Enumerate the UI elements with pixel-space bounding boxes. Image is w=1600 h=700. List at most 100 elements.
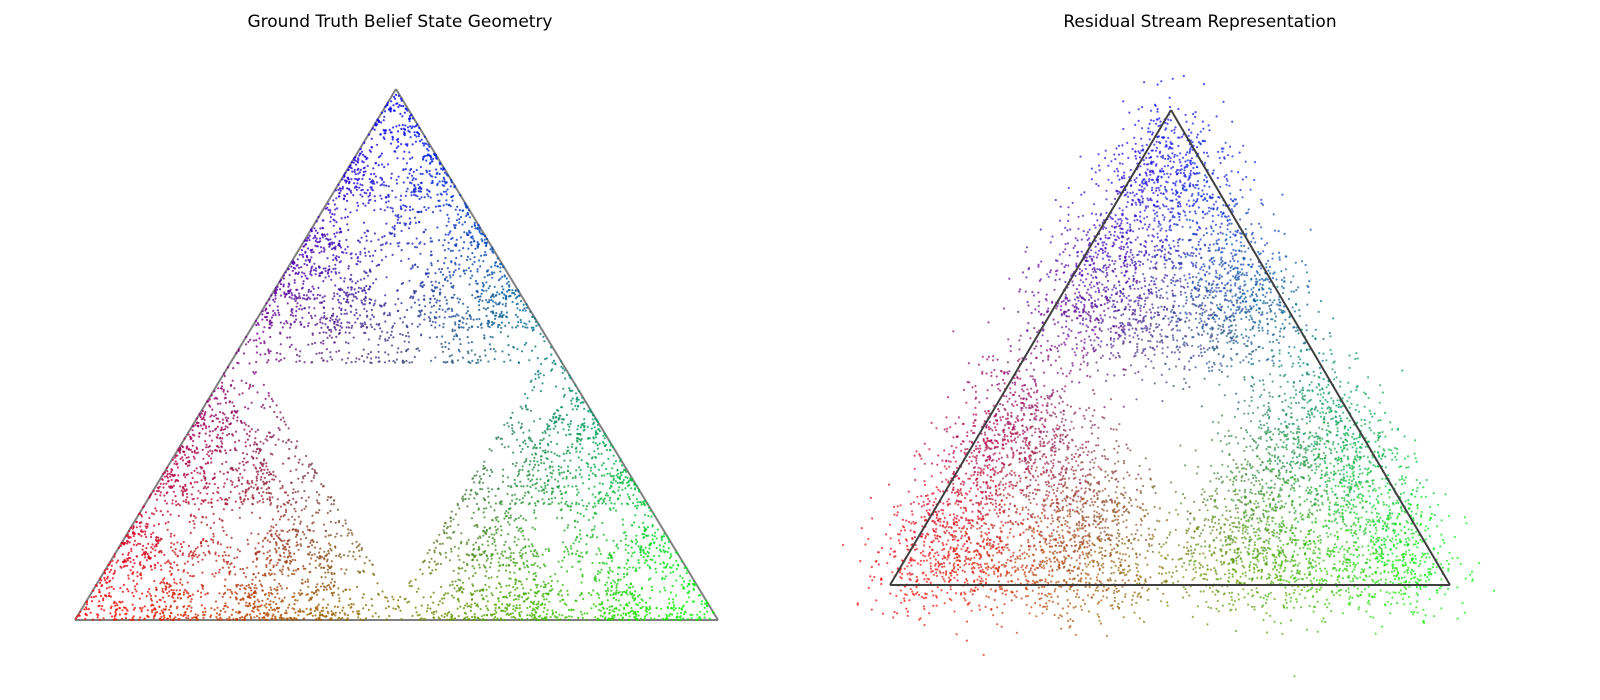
scatter-point: [571, 397, 574, 400]
scatter-point: [427, 275, 430, 278]
scatter-point: [611, 446, 615, 449]
scatter-point: [244, 575, 247, 579]
scatter-point: [521, 529, 525, 532]
scatter-point: [235, 611, 238, 614]
scatter-point: [288, 273, 291, 277]
scatter-point: [330, 613, 334, 616]
scatter-point: [102, 599, 105, 602]
scatter-point: [126, 557, 129, 560]
scatter-point: [609, 569, 612, 572]
scatter-point: [541, 431, 544, 434]
scatter-point: [431, 284, 434, 287]
scatter-point: [527, 437, 530, 440]
scatter-point: [154, 564, 157, 567]
scatter-point: [188, 464, 191, 467]
scatter-point: [461, 495, 464, 498]
scatter-point: [666, 615, 669, 618]
scatter-point: [400, 249, 403, 252]
scatter-point: [319, 562, 322, 566]
scatter-point: [404, 194, 407, 197]
scatter-point: [477, 361, 480, 364]
scatter-point: [578, 466, 581, 469]
scatter-point: [106, 575, 109, 579]
scatter-point: [336, 319, 339, 322]
scatter-point: [607, 557, 610, 560]
scatter-point: [500, 585, 503, 589]
scatter-point: [473, 612, 476, 616]
scatter-point: [218, 420, 221, 423]
scatter-point: [331, 213, 334, 216]
scatter-point: [205, 540, 208, 543]
scatter-point: [153, 545, 156, 548]
scatter-point: [438, 600, 442, 603]
scatter-point: [379, 133, 382, 136]
scatter-point: [606, 589, 610, 592]
scatter-point: [598, 596, 601, 599]
scatter-point: [423, 196, 426, 199]
scatter-point: [261, 589, 264, 592]
scatter-point: [290, 309, 293, 313]
scatter-point: [247, 543, 250, 546]
scatter-point: [280, 587, 284, 590]
scatter-point: [583, 612, 586, 615]
scatter-point: [576, 511, 579, 514]
scatter-point: [558, 613, 561, 616]
scatter-point: [170, 468, 173, 471]
scatter-point: [287, 438, 290, 441]
scatter-point: [244, 592, 247, 595]
scatter-point: [601, 615, 604, 618]
scatter-point: [613, 610, 616, 613]
scatter-point: [579, 468, 582, 472]
scatter-point: [496, 552, 499, 555]
scatter-point: [252, 573, 255, 576]
scatter-point: [517, 421, 520, 424]
scatter-point: [197, 489, 200, 492]
scatter-point: [658, 554, 661, 558]
scatter-point: [375, 264, 378, 267]
scatter-point: [270, 525, 273, 528]
scatter-point: [314, 314, 317, 317]
scatter-point: [188, 553, 191, 556]
scatter-point: [244, 604, 247, 607]
scatter-point: [288, 529, 291, 532]
scatter-point: [102, 617, 105, 620]
scatter-point: [351, 170, 354, 173]
scatter-point: [571, 485, 574, 488]
scatter-point: [144, 511, 148, 514]
scatter-point: [444, 551, 447, 555]
scatter-point: [665, 613, 668, 617]
scatter-point: [470, 241, 473, 244]
scatter-point: [551, 501, 554, 504]
scatter-point: [321, 236, 324, 239]
scatter-point: [192, 551, 195, 555]
scatter-point: [686, 569, 689, 572]
scatter-point: [207, 544, 210, 547]
scatter-point: [564, 546, 567, 549]
scatter-point: [246, 566, 249, 569]
scatter-point: [443, 615, 446, 619]
scatter-point: [574, 526, 577, 529]
scatter-point: [186, 496, 189, 499]
scatter-point: [427, 316, 430, 319]
scatter-point: [290, 265, 293, 268]
scatter-point: [454, 269, 457, 272]
scatter-point: [580, 551, 583, 554]
scatter-point: [279, 418, 283, 421]
scatter-point: [651, 524, 654, 527]
scatter-point: [435, 311, 438, 314]
scatter-point: [397, 347, 400, 350]
scatter-point: [452, 569, 455, 572]
scatter-point: [562, 477, 565, 480]
scatter-point: [303, 307, 306, 310]
scatter-point: [192, 440, 195, 443]
scatter-point: [301, 481, 304, 484]
scatter-point: [362, 569, 365, 572]
scatter-point: [397, 297, 400, 300]
scatter-point: [491, 336, 494, 339]
scatter-point: [346, 357, 349, 360]
scatter-point: [320, 316, 323, 319]
scatter-point: [483, 460, 486, 463]
scatter-point: [225, 452, 228, 455]
scatter-point: [288, 345, 291, 349]
scatter-point: [632, 493, 635, 497]
